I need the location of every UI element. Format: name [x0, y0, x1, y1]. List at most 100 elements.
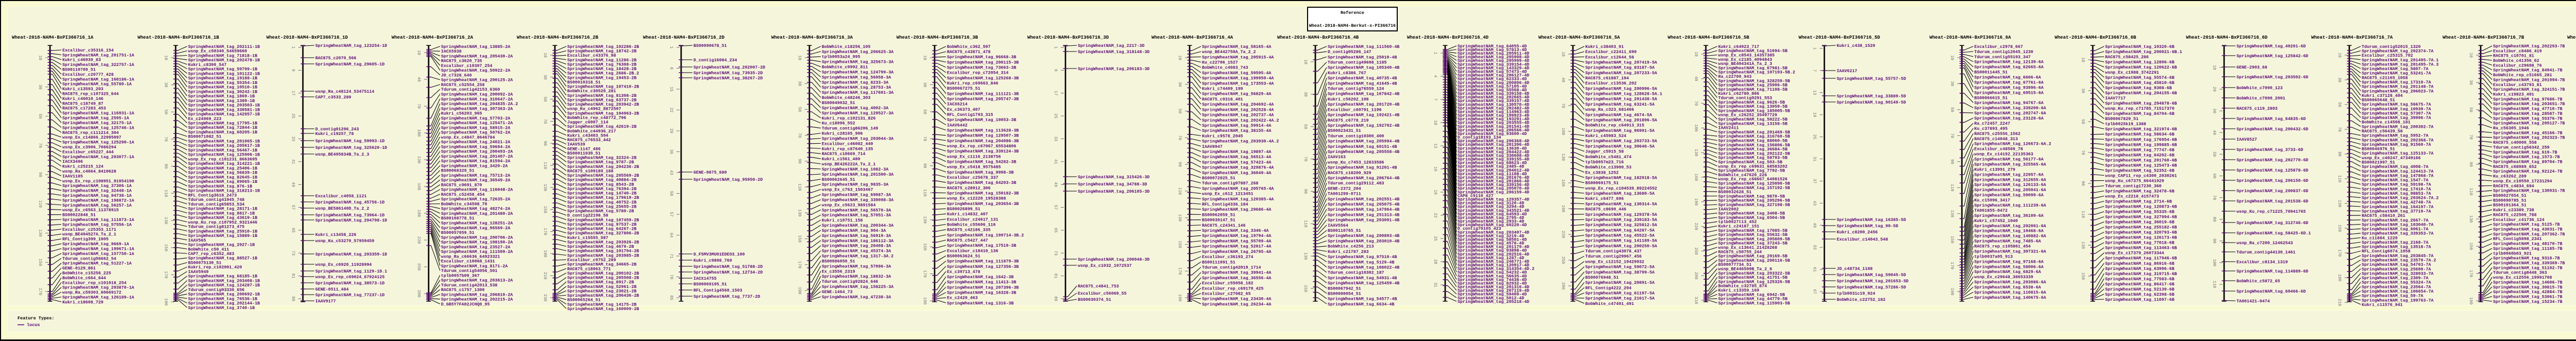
svg-text:110: 110: [1177, 187, 1182, 195]
svg-text:wsnp_Ex_c6563_11378915: wsnp_Ex_c6563_11378915: [62, 208, 119, 213]
svg-text:SpringWheatNAM_tag_108022-4B: SpringWheatNAM_tag_108022-4B: [1328, 265, 1399, 270]
svg-text:SpringWheatNAM_tag_57556-1A: SpringWheatNAM_tag_57556-1A: [62, 222, 131, 227]
svg-text:Wheat-2018-NAM4-BxPI366716_3D: Wheat-2018-NAM4-BxPI366716_3D: [1027, 35, 1109, 40]
svg-text:SpringWheatNAM_tag_60151-4B: SpringWheatNAM_tag_60151-4B: [1328, 144, 1397, 149]
svg-text:10: 10: [922, 55, 927, 60]
svg-text:RAC875_c61887_194: RAC875_c61887_194: [1585, 76, 1629, 81]
svg-text:SpringWheatNAM_tag_160186-1A: SpringWheatNAM_tag_160186-1A: [62, 77, 134, 82]
svg-text:SpringWheatNAM_tag_203408-1B: SpringWheatNAM_tag_203408-1B: [188, 279, 260, 284]
svg-text:SpringWheatNAM_tag_58165-4A: SpringWheatNAM_tag_58165-4A: [1202, 44, 1271, 49]
svg-text:SpringWheatNAM_tag_202478-1B: SpringWheatNAM_tag_202478-1B: [188, 58, 260, 63]
svg-text:D_contig70105_423: D_contig70105_423: [1458, 226, 1501, 231]
svg-text:tplb0031c19_924: tplb0031c19_924: [1837, 291, 1875, 296]
svg-text:29: 29: [669, 128, 673, 133]
svg-text:BS00011039_51: BS00011039_51: [567, 151, 601, 156]
svg-text:SpringWheatNAM_tag_64835-6D: SpringWheatNAM_tag_64835-6D: [2236, 116, 2306, 122]
svg-text:SpringWheatNAM_tag_192702-4B: SpringWheatNAM_tag_192702-4B: [1328, 123, 1399, 128]
svg-text:SpringWheatNAM_tag_23128-6A: SpringWheatNAM_tag_23128-6A: [1974, 116, 2043, 121]
svg-text:Wheat-2018-NAM4-BxPI366716_4D: Wheat-2018-NAM4-BxPI366716_4D: [1407, 35, 1489, 40]
svg-text:Wheat-2018-NAM4-BxPI366716_6A: Wheat-2018-NAM4-BxPI366716_6A: [1929, 35, 2011, 40]
svg-text:70: 70: [797, 133, 802, 138]
svg-text:SpringWheatNAM_tag_57703-2A: SpringWheatNAM_tag_57703-2A: [441, 116, 510, 121]
svg-text:190: 190: [163, 298, 168, 306]
svg-text:BS00046976_51: BS00046976_51: [2362, 147, 2395, 152]
svg-text:SpringWheatNAM_tag_201065-1B: SpringWheatNAM_tag_201065-1B: [188, 139, 260, 144]
svg-text:SpringWheatNAM_tag_251313-4B: SpringWheatNAM_tag_251313-4B: [1328, 212, 1399, 217]
svg-text:SpringWheatNAM_tag_55335-6B: SpringWheatNAM_tag_55335-6B: [2105, 210, 2174, 215]
svg-text:30: 30: [797, 81, 802, 86]
svg-text:150: 150: [2468, 243, 2473, 250]
svg-text:wsnp_BE405834B_Ta_2_3: wsnp_BE405834B_Ta_2_3: [315, 152, 369, 157]
svg-text:SpringWheatNAM_tag_127356-3B: SpringWheatNAM_tag_127356-3B: [947, 264, 1019, 269]
svg-text:SpringWheatNAM_tag_129378-5A: SpringWheatNAM_tag_129378-5A: [1585, 212, 1657, 217]
svg-text:10: 10: [797, 55, 802, 60]
svg-text:SpringWheatNAM_tag_203930-4A.2: SpringWheatNAM_tag_203930-4A.2: [1202, 139, 1279, 144]
svg-text:BS00090678_51: BS00090678_51: [693, 44, 727, 48]
svg-text:D_contig22198_58: D_contig22198_58: [567, 213, 608, 218]
svg-text:SpringWheatNAM_tag_30242-1B: SpringWheatNAM_tag_30242-1B: [188, 89, 257, 94]
svg-text:SpringWheatNAM_tag_97168-6A: SpringWheatNAM_tag_97168-6A: [1974, 259, 2043, 264]
svg-text:SpringWheatNAM_tag_203407-4D: SpringWheatNAM_tag_203407-4D: [1458, 230, 1529, 235]
svg-text:SpringWheatNAM_tag_90-5D: SpringWheatNAM_tag_90-5D: [1837, 224, 1899, 229]
svg-text:SpringWheatNAM_tag_203651-7B: SpringWheatNAM_tag_203651-7B: [2493, 101, 2565, 107]
svg-text:wsnp_BE446509B_Ta_2_6: wsnp_BE446509B_Ta_2_6: [1718, 267, 1772, 272]
svg-text:wsnp_CAP11_rep_c4300_2030261: wsnp_CAP11_rep_c4300_2030261: [2105, 174, 2177, 178]
svg-text:BobWhite_c50_411: BobWhite_c50_411: [188, 247, 229, 252]
svg-text:wsnp_Ex_c10550_17231294: wsnp_Ex_c10550_17231294: [2493, 179, 2552, 184]
svg-text:SpringWheatNAM_tag_339156-4D: SpringWheatNAM_tag_339156-4D: [1458, 182, 1529, 187]
svg-text:SpringWheatNAM_tag_205809-5B: SpringWheatNAM_tag_205809-5B: [1718, 236, 1790, 242]
svg-text:wsnp_Ex_c6920_11928994: wsnp_Ex_c6920_11928994: [315, 263, 372, 267]
svg-text:50: 50: [669, 191, 673, 196]
svg-text:73: 73: [1053, 250, 1058, 255]
svg-text:73: 73: [291, 250, 295, 255]
svg-text:SpringWheatNAM_tag_201866-4D: SpringWheatNAM_tag_201866-4D: [1458, 179, 1529, 184]
svg-text:BobWhite_c44936_217: BobWhite_c44936_217: [567, 129, 616, 134]
svg-text:SpringWheatNAM_tag_53241-7A: SpringWheatNAM_tag_53241-7A: [2362, 71, 2431, 76]
svg-text:Excalibur_c20777_428: Excalibur_c20777_428: [62, 72, 114, 77]
svg-text:SpringWheatNAM_tag_39996-7A: SpringWheatNAM_tag_39996-7A: [2362, 115, 2431, 121]
svg-text:100: 100: [416, 129, 421, 137]
svg-text:SpringWheatNAM_tag_12806-6B: SpringWheatNAM_tag_12806-6B: [2105, 60, 2174, 65]
svg-text:30: 30: [1950, 81, 1954, 87]
svg-text:SpringWheatNAM_tag_25600-7A: SpringWheatNAM_tag_25600-7A: [2362, 267, 2431, 272]
svg-text:RAC875_c18063_771: RAC875_c18063_771: [567, 267, 611, 271]
svg-text:SpringWheatNAM_tag_200806-4D: SpringWheatNAM_tag_200806-4D: [1458, 80, 1529, 86]
svg-text:9: 9: [1053, 69, 1058, 72]
svg-text:SpringWheatNAM_tag_97537-2B: SpringWheatNAM_tag_97537-2B: [567, 222, 636, 227]
svg-text:BS00069105_51: BS00069105_51: [693, 282, 727, 287]
svg-text:SpringWheatNAM_tag_23430-4A: SpringWheatNAM_tag_23430-4A: [1202, 297, 1271, 302]
svg-text:SpringWheatNAM_tag_202061-6A: SpringWheatNAM_tag_202061-6A: [1974, 224, 2046, 229]
svg-text:SpringWheatNAM_tag_129507-3B: SpringWheatNAM_tag_129507-3B: [947, 133, 1019, 139]
svg-text:SpringWheatNAM_tag_206810-2A: SpringWheatNAM_tag_206810-2A: [441, 292, 513, 297]
svg-text:Tdurum_contig41945_748: Tdurum_contig41945_748: [188, 197, 245, 202]
svg-text:RAC875_c40000_558: RAC875_c40000_558: [2493, 141, 2537, 145]
svg-text:SpringWheatNAM_tag_204012-4D: SpringWheatNAM_tag_204012-4D: [1458, 168, 1529, 173]
svg-text:70: 70: [1693, 101, 1698, 106]
svg-text:SpringWheatNAM_tag_325620-1D: SpringWheatNAM_tag_325620-1D: [315, 145, 387, 150]
svg-text:SpringWheatNAM_tag_205558-4B: SpringWheatNAM_tag_205558-4B: [1328, 149, 1399, 155]
svg-text:SpringWheatNAM_tag_29169-5B: SpringWheatNAM_tag_29169-5B: [1718, 254, 1787, 259]
svg-text:SpringWheatNAM_tag_200302-7A: SpringWheatNAM_tag_200302-7A: [2362, 124, 2433, 129]
svg-text:80: 80: [2212, 217, 2216, 222]
svg-text:16: 16: [1433, 166, 1437, 172]
svg-text:BobWhite_c664_644: BobWhite_c664_644: [62, 276, 106, 281]
svg-text:57: 57: [669, 212, 673, 217]
svg-text:wsnp_Ex_rep_c69024_67924125: wsnp_Ex_rep_c69024_67924125: [315, 275, 384, 280]
svg-text:100: 100: [2212, 259, 2216, 267]
svg-text:110: 110: [38, 200, 42, 208]
svg-text:SpringWheatNAM_tag_38799-5A: SpringWheatNAM_tag_38799-5A: [1585, 270, 1654, 275]
svg-text:SpringWheatNAM_tag_11108-4D: SpringWheatNAM_tag_11108-4D: [1458, 172, 1527, 177]
svg-text:SpringWheatNAM_tag_203322-5B: SpringWheatNAM_tag_203322-5B: [1718, 271, 1790, 276]
svg-text:SpringWheatNAM_tag_324151-7B: SpringWheatNAM_tag_324151-7B: [2493, 87, 2565, 92]
svg-text:SpringWheatNAM_tag_339183-5A: SpringWheatNAM_tag_339183-5A: [1585, 217, 1657, 223]
svg-text:TA001299-0711: TA001299-0711: [1328, 192, 1361, 197]
svg-text:110: 110: [922, 189, 927, 197]
svg-text:SpringWheatNAM_tag_201720-4B: SpringWheatNAM_tag_201720-4B: [1328, 102, 1399, 107]
svg-text:SpringWheatNAM_tag_114889-6D: SpringWheatNAM_tag_114889-6D: [2236, 269, 2308, 274]
svg-text:D_contig01296_243: D_contig01296_243: [315, 127, 359, 132]
svg-text:Tdurum_contig9291_553: Tdurum_contig9291_553: [1718, 96, 1772, 101]
svg-text:BS00057059_51: BS00057059_51: [441, 231, 474, 235]
svg-text:SpringWheatNAM_tag_201751-1A: SpringWheatNAM_tag_201751-1A: [62, 53, 134, 58]
svg-text:IACX6214: IACX6214: [947, 103, 968, 107]
